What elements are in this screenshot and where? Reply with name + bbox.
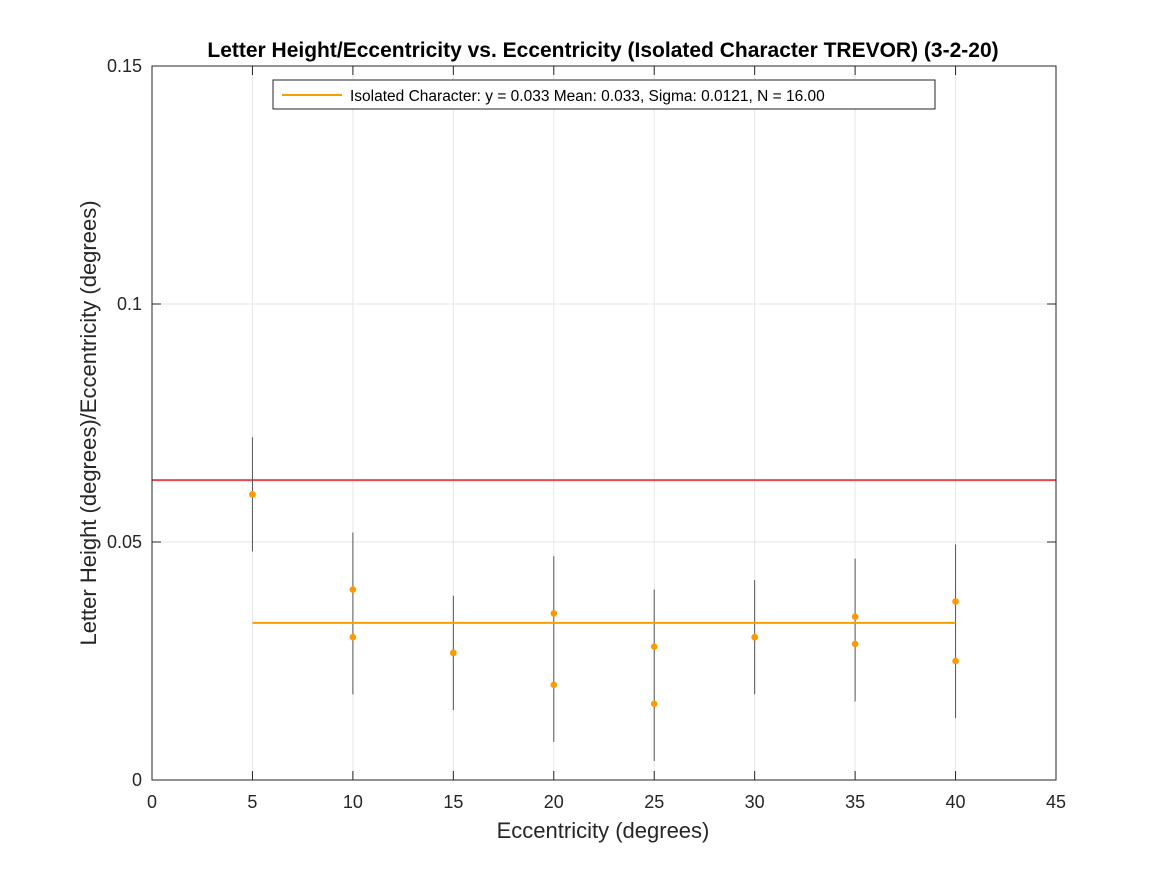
data-point xyxy=(650,643,658,651)
x-tick-label: 30 xyxy=(745,792,765,812)
y-tick-label: 0.1 xyxy=(117,294,142,314)
data-point xyxy=(851,613,859,621)
grid xyxy=(151,65,1057,781)
y-tick-label: 0 xyxy=(132,770,142,790)
data-point xyxy=(952,598,959,605)
legend: Isolated Character: y = 0.033 Mean: 0.03… xyxy=(272,79,936,110)
x-tick-labels: 0 5 10 15 20 25 30 35 40 45 xyxy=(147,792,1066,812)
data-point xyxy=(952,657,959,665)
x-tick-label: 35 xyxy=(845,792,865,812)
x-tick-label: 15 xyxy=(443,792,463,812)
data-point xyxy=(851,640,859,648)
x-tick-label: 10 xyxy=(343,792,363,812)
axis-ticks xyxy=(151,65,1057,781)
data-point xyxy=(550,610,558,617)
y-tick-labels: 0 0.05 0.1 0.15 xyxy=(107,56,142,790)
data-point xyxy=(349,633,357,641)
x-tick-label: 20 xyxy=(544,792,564,812)
data-point xyxy=(650,700,658,708)
x-axis-label: Eccentricity (degrees) xyxy=(497,818,710,843)
data-point xyxy=(249,491,256,498)
legend-box xyxy=(272,79,936,110)
plot-area-frame xyxy=(151,65,1057,781)
chart-title: Letter Height/Eccentricity vs. Eccentric… xyxy=(207,39,998,62)
data-point xyxy=(349,586,357,593)
x-tick-label: 0 xyxy=(147,792,157,812)
x-tick-label: 5 xyxy=(247,792,257,812)
data-point xyxy=(450,649,457,657)
data-points xyxy=(249,491,959,708)
x-tick-label: 40 xyxy=(946,792,966,812)
y-tick-label: 0.15 xyxy=(107,56,142,76)
data-point xyxy=(550,681,558,689)
y-tick-label: 0.05 xyxy=(107,532,142,552)
x-tick-label: 45 xyxy=(1046,792,1066,812)
y-axis-label: Letter Height (degrees)/Eccentricity (de… xyxy=(76,200,101,645)
x-tick-label: 25 xyxy=(644,792,664,812)
data-point xyxy=(751,633,758,641)
error-bars xyxy=(251,437,957,761)
legend-entry: Isolated Character: y = 0.033 Mean: 0.03… xyxy=(350,88,825,105)
